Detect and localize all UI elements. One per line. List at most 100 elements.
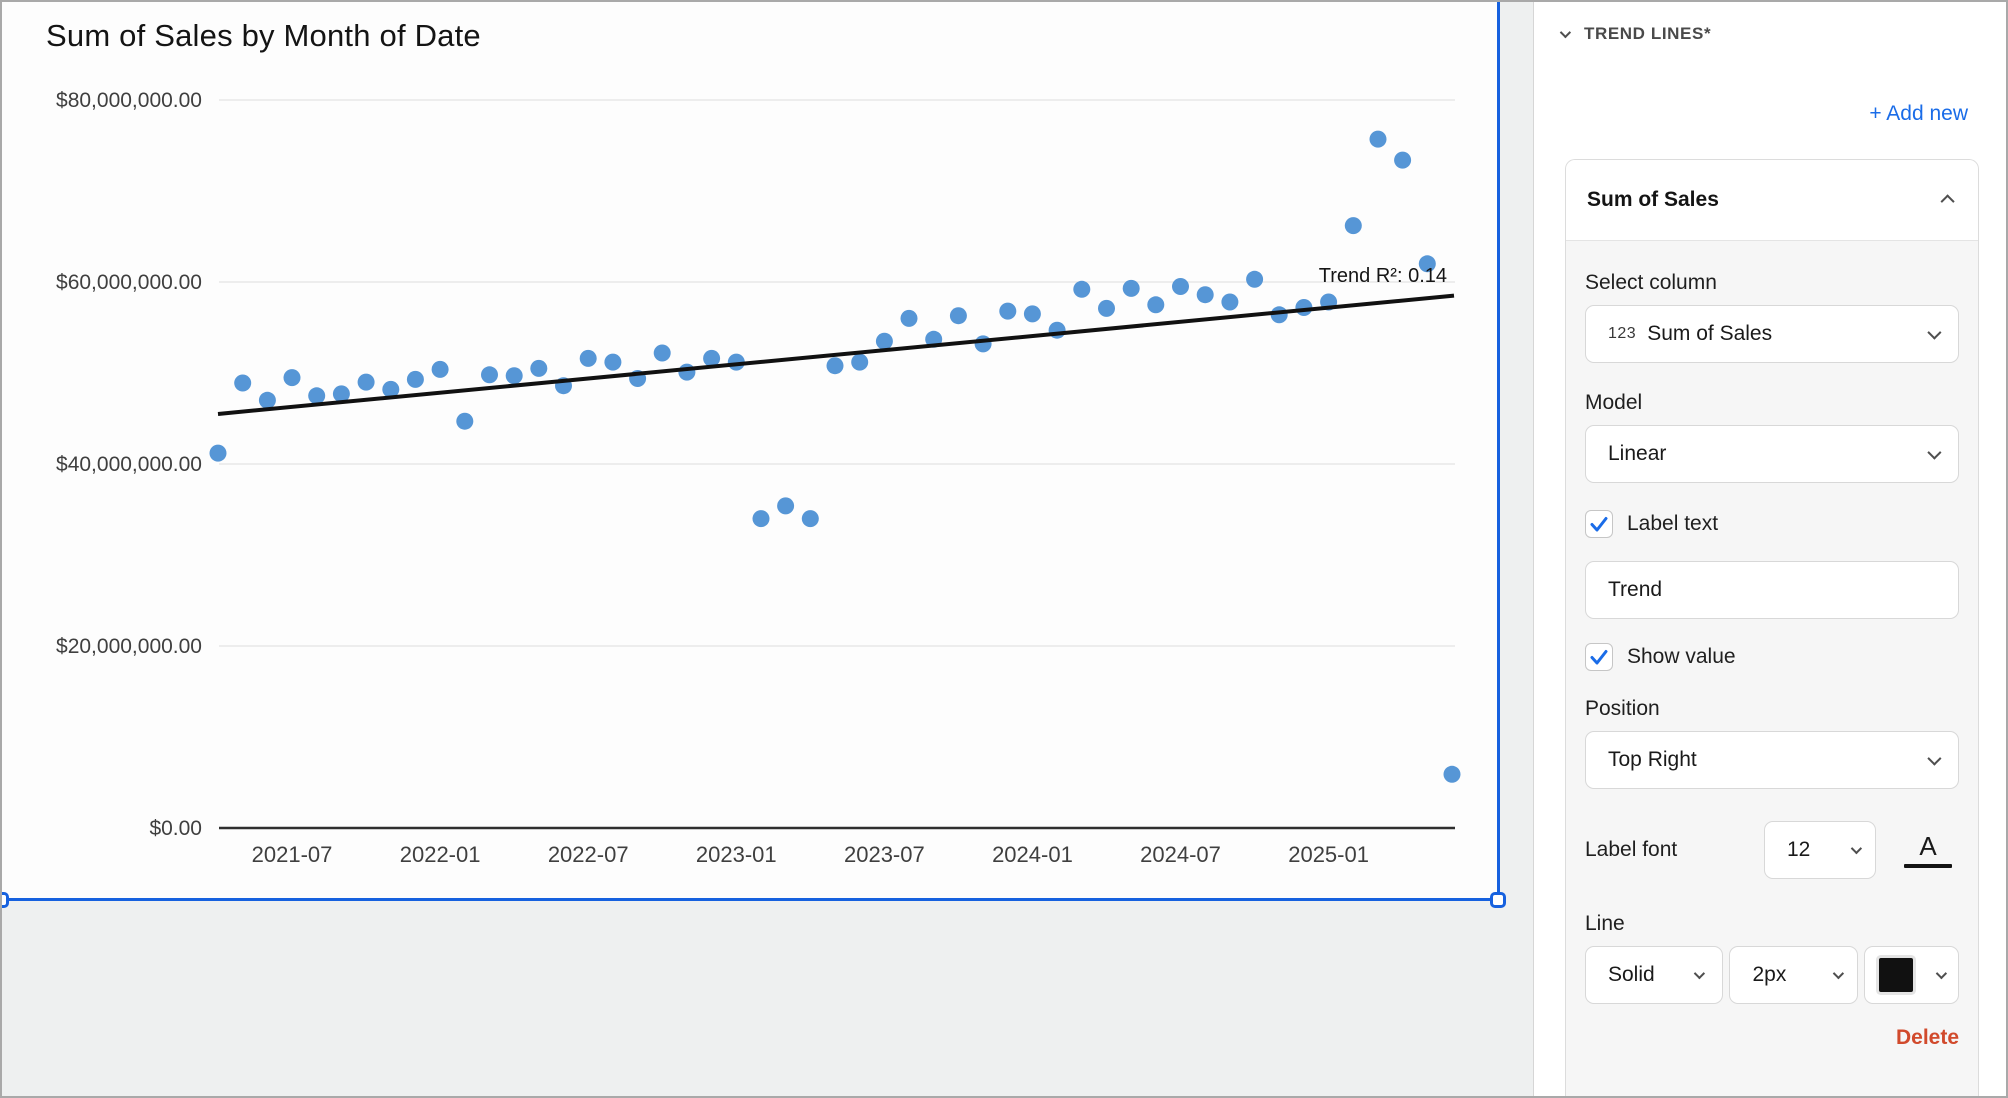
x-axis-tick-label: 2024-07	[1140, 842, 1221, 867]
line-width-dropdown[interactable]: 2px	[1729, 946, 1859, 1004]
select-column-value: Sum of Sales	[1647, 322, 1773, 345]
data-point[interactable]	[1122, 279, 1140, 297]
data-point[interactable]	[1418, 255, 1436, 273]
data-point[interactable]	[653, 344, 671, 362]
trend-label-text-input[interactable]	[1585, 561, 1959, 619]
data-point[interactable]	[1172, 278, 1189, 295]
add-new-trend-line-button[interactable]: + Add new	[1869, 102, 1968, 125]
y-axis-tick-label: $20,000,000.00	[56, 635, 202, 658]
position-value: Top Right	[1608, 748, 1697, 771]
data-point[interactable]	[332, 385, 350, 403]
checkmark-icon	[1590, 517, 1608, 532]
y-axis-tick-label: $0.00	[149, 817, 202, 840]
line-style-dropdown[interactable]: Solid	[1585, 946, 1724, 1004]
section-title: TREND LINES*	[1584, 24, 1712, 43]
trend-line[interactable]	[217, 293, 1455, 416]
data-point[interactable]	[999, 302, 1017, 320]
selection-handle-bottom-right[interactable]	[1490, 892, 1506, 908]
y-axis-tick-label: $60,000,000.00	[56, 271, 202, 294]
data-point[interactable]	[678, 363, 696, 381]
data-point[interactable]	[703, 349, 721, 367]
data-point[interactable]	[431, 360, 449, 378]
trend-line-card-body: Select column 123 Sum of Sales Model Lin…	[1566, 271, 1978, 1050]
data-point[interactable]	[456, 412, 474, 430]
data-point[interactable]	[579, 349, 597, 367]
data-point[interactable]	[1246, 270, 1264, 288]
chevron-down-icon	[1935, 967, 1948, 980]
data-point[interactable]	[949, 307, 967, 325]
data-point[interactable]	[1344, 217, 1362, 235]
data-point[interactable]	[234, 374, 252, 392]
font-color-button[interactable]: A	[1904, 833, 1952, 868]
data-point[interactable]	[308, 387, 326, 405]
data-point[interactable]	[406, 370, 424, 388]
label-font-label: Label font	[1585, 838, 1678, 861]
model-dropdown[interactable]: Linear	[1585, 425, 1959, 483]
font-color-letter: A	[1919, 830, 1937, 861]
data-point[interactable]	[900, 309, 918, 327]
delete-trend-line-button[interactable]: Delete	[1895, 1026, 1959, 1049]
checkmark-icon	[1590, 650, 1608, 665]
select-column-dropdown[interactable]: 123 Sum of Sales	[1585, 305, 1959, 363]
line-label: Line	[1585, 912, 1625, 935]
data-point[interactable]	[1369, 130, 1387, 148]
delete-row: Delete	[1585, 1026, 1959, 1050]
data-point[interactable]	[1221, 293, 1239, 311]
x-axis-tick-label: 2023-07	[844, 842, 925, 867]
data-point[interactable]	[1147, 296, 1165, 314]
chevron-down-icon	[1832, 967, 1845, 980]
position-label: Position	[1585, 697, 1660, 720]
data-point[interactable]	[481, 366, 498, 384]
data-point[interactable]	[1073, 280, 1091, 298]
chevron-down-icon	[1927, 751, 1942, 766]
data-point[interactable]	[801, 510, 819, 528]
data-point[interactable]	[777, 497, 795, 515]
data-point[interactable]	[1443, 765, 1461, 783]
data-point[interactable]	[974, 335, 992, 353]
selection-handle-bottom-left[interactable]	[2, 892, 9, 908]
position-dropdown[interactable]: Top Right	[1585, 731, 1959, 789]
show-value-checkbox-row[interactable]: Show value	[1585, 643, 1959, 671]
model-value: Linear	[1608, 442, 1667, 465]
data-point[interactable]	[209, 444, 227, 462]
sales-scatter-chart-svg: $0.00 $20,000,000.00 $40,000,000.00 $60,000…	[56, 89, 1461, 867]
data-point[interactable]	[1394, 151, 1412, 169]
line-color-dropdown[interactable]	[1864, 946, 1959, 1004]
data-point[interactable]	[826, 357, 844, 375]
show-value-checkbox[interactable]	[1585, 643, 1613, 671]
data-point[interactable]	[382, 380, 400, 398]
trend-line-card-header[interactable]: Sum of Sales	[1566, 160, 1978, 241]
chevron-down-icon	[1927, 325, 1942, 340]
chart-widget[interactable]: Sum of Sales by Month of Date $0.00 $20,0…	[2, 2, 1498, 899]
font-size-dropdown[interactable]: 12	[1764, 821, 1876, 879]
chevron-down-icon	[1927, 445, 1942, 460]
label-text-checkbox-row[interactable]: Label text	[1585, 510, 1959, 538]
show-value-label: Show value	[1627, 645, 1736, 668]
data-point[interactable]	[283, 369, 301, 387]
data-point[interactable]	[1196, 286, 1214, 304]
data-point[interactable]	[604, 353, 622, 371]
trend-lines-section-header[interactable]: TREND LINES*	[1559, 24, 1712, 44]
chevron-down-icon	[1694, 967, 1706, 980]
numeric-column-icon: 123	[1608, 325, 1637, 342]
data-point[interactable]	[875, 332, 893, 350]
data-point[interactable]	[1023, 305, 1041, 323]
x-axis-tick-label: 2022-01	[400, 842, 481, 867]
line-style-row: Solid 2px	[1585, 946, 1959, 1004]
model-label: Model	[1585, 391, 1643, 414]
selection-border-right[interactable]	[1497, 2, 1500, 901]
chevron-down-icon	[1559, 26, 1572, 39]
y-axis-tick-label: $80,000,000.00	[56, 89, 202, 112]
label-text-checkbox[interactable]	[1585, 510, 1613, 538]
selection-border-bottom[interactable]	[2, 898, 1500, 901]
data-point[interactable]	[752, 510, 770, 528]
data-point[interactable]	[505, 367, 523, 385]
select-column-label: Select column	[1585, 271, 1717, 294]
line-width-value: 2px	[1752, 963, 1787, 986]
data-point[interactable]	[1098, 299, 1115, 317]
chevron-down-icon	[1850, 842, 1863, 855]
data-point[interactable]	[357, 373, 375, 391]
data-point[interactable]	[258, 391, 276, 409]
data-point[interactable]	[851, 353, 869, 371]
data-point[interactable]	[530, 359, 548, 377]
